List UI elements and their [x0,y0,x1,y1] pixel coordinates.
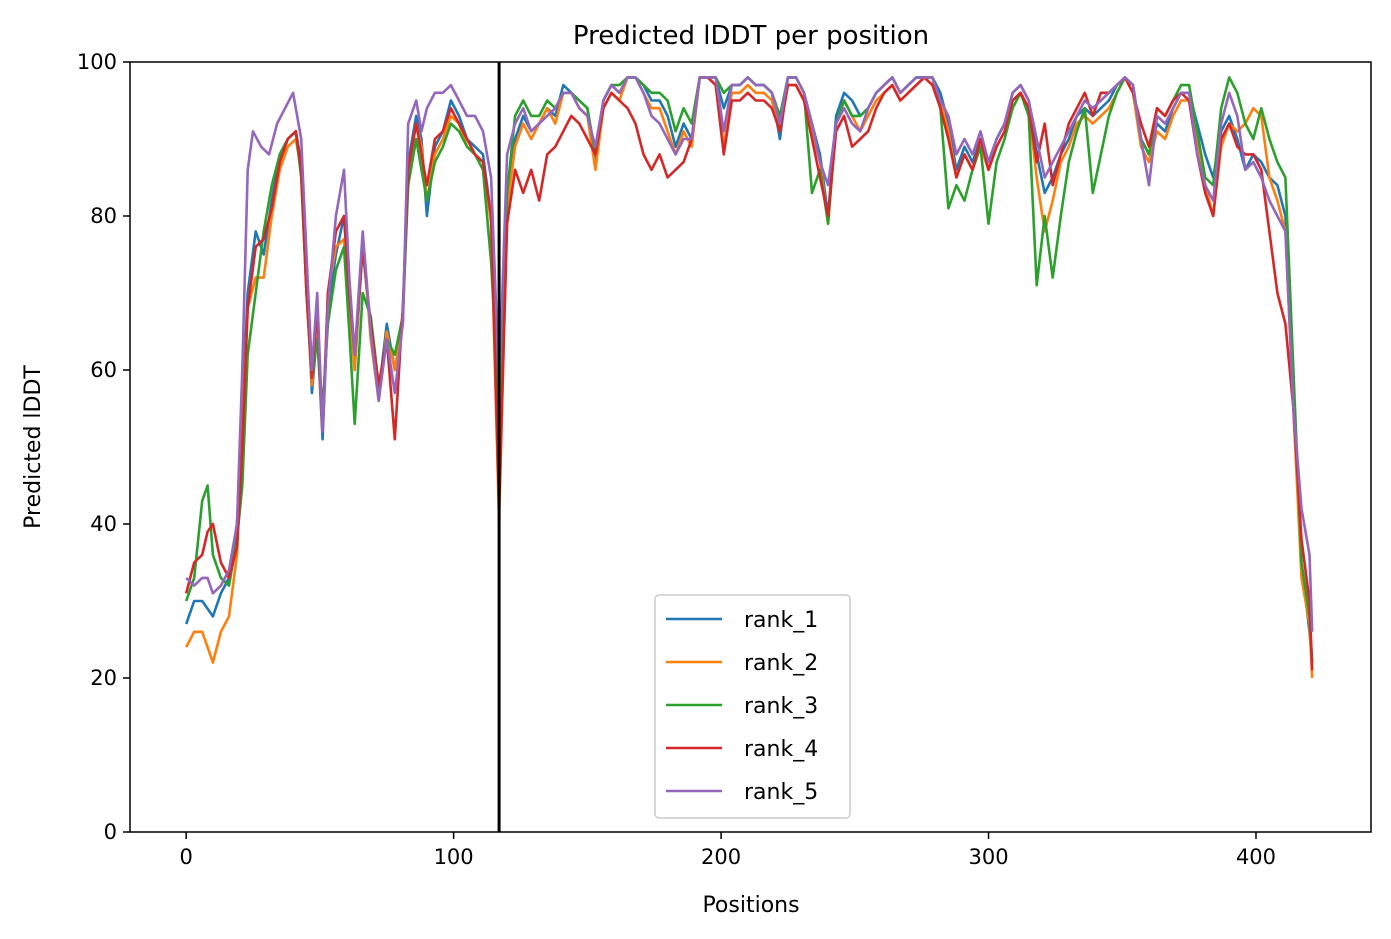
x-tick-label: 300 [968,845,1008,869]
legend: rank_1 rank_2 rank_3 rank_4 rank_5 [654,594,851,819]
x-axis-label: Positions [702,893,799,918]
legend-label-rank_2: rank_2 [744,651,818,676]
y-tick-label: 80 [90,204,117,228]
plot-area [184,62,1314,832]
y-tick-label: 60 [90,358,117,382]
y-tick-label: 40 [90,512,117,536]
legend-label-rank_4: rank_4 [744,737,818,762]
chart-title: Predicted lDDT per position [573,21,929,51]
y-tick-label: 100 [77,50,117,74]
x-tick-label: 0 [179,845,192,869]
x-tick-label: 100 [434,845,474,869]
x-tick-label: 400 [1236,845,1276,869]
y-tick-label: 20 [90,666,117,690]
y-tick-label: 0 [104,820,117,844]
legend-label-rank_1: rank_1 [744,608,818,633]
series-line-rank_5 [185,76,1314,632]
legend-box [654,594,851,819]
legend-label-rank_5: rank_5 [744,780,818,805]
x-axis: 0 100 200 300 400 [179,832,1276,869]
x-tick-label: 200 [701,845,741,869]
y-axis: 0 20 40 60 80 100 [77,50,130,844]
legend-label-rank_3: rank_3 [744,694,818,719]
y-axis-label: Predicted lDDT [21,365,46,529]
plot-frame [129,61,1372,833]
series-layer [184,76,1314,679]
